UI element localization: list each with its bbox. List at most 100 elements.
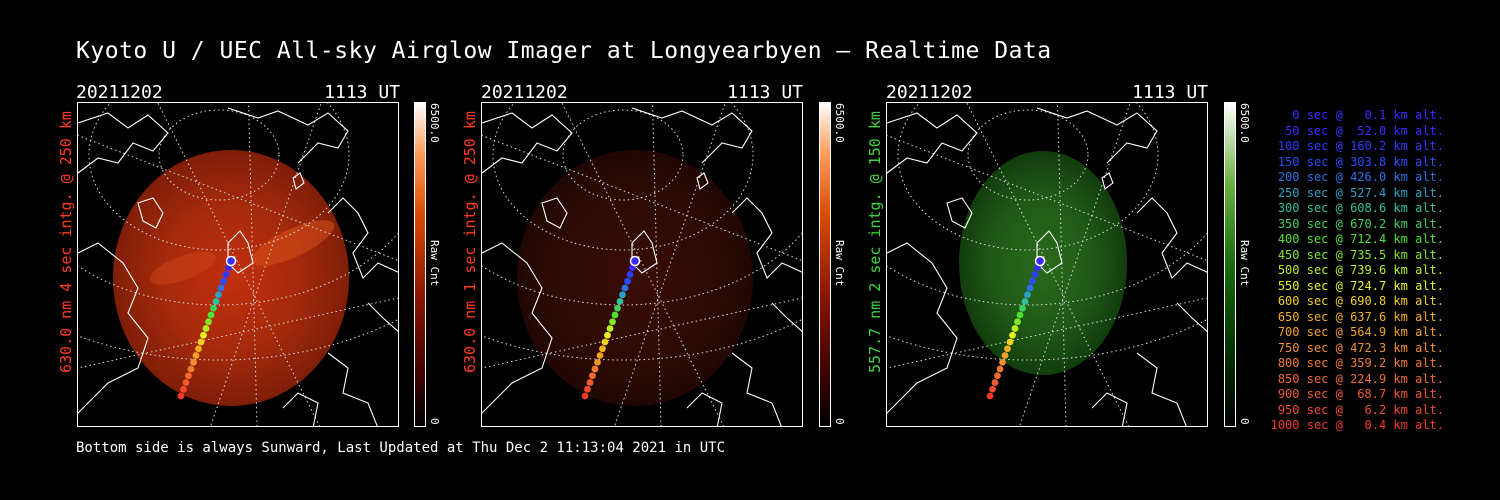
trajectory-dot bbox=[581, 392, 589, 400]
panel-date: 20211202 bbox=[886, 82, 973, 103]
trajectory-dot bbox=[220, 277, 227, 285]
allsky-map bbox=[887, 103, 1207, 426]
trajectory-dot bbox=[589, 372, 596, 380]
legend-row: 850 sec @ 224.9 km alt. bbox=[1277, 371, 1444, 386]
legend-row: 400 sec @ 712.4 km alt. bbox=[1277, 232, 1444, 246]
trajectory-dot bbox=[1029, 277, 1036, 285]
altitude-legend: 0 sec @ 0.1 km alt. 50 sec @ 52.0 km alt.… bbox=[1262, 108, 1444, 434]
trajectory-dot bbox=[215, 291, 222, 299]
trajectory-dot bbox=[177, 392, 185, 400]
trajectory-dot bbox=[1034, 255, 1046, 267]
colorbar bbox=[819, 102, 831, 427]
trajectory-dot bbox=[1026, 284, 1034, 292]
trajectory-dot bbox=[629, 255, 641, 267]
colorbar bbox=[414, 102, 426, 427]
legend-row: 1000 sec @ 0.4 km alt. bbox=[1270, 418, 1444, 432]
legend-row: 600 sec @ 690.8 km alt. bbox=[1277, 294, 1444, 308]
trajectory-dot bbox=[1011, 325, 1019, 332]
trajectory-dot bbox=[1019, 304, 1026, 312]
trajectory-dot bbox=[989, 385, 996, 393]
colorbar-max: 6500.0 bbox=[428, 103, 441, 143]
panel-wavelength-label: 630.0 nm 4 sec intg. @ 250 km bbox=[57, 111, 75, 373]
trajectory-dot bbox=[1021, 298, 1029, 305]
trajectory-dot bbox=[207, 311, 215, 319]
allsky-map bbox=[78, 103, 398, 426]
trajectory-dot bbox=[599, 345, 606, 353]
legend-row: 100 sec @ 160.2 km alt. bbox=[1277, 139, 1444, 153]
legend-row: 300 sec @ 608.6 km alt. bbox=[1277, 201, 1444, 215]
trajectory-dot bbox=[999, 358, 1006, 366]
legend-row: 950 sec @ 6.2 km alt. bbox=[1277, 402, 1444, 417]
colorbar-min: 0 bbox=[833, 418, 846, 425]
panel-date: 20211202 bbox=[76, 82, 163, 103]
trajectory-dot bbox=[1001, 352, 1009, 359]
legend-row: 750 sec @ 472.3 km alt. bbox=[1277, 340, 1444, 355]
trajectory-dot bbox=[591, 365, 599, 373]
legend-row: 250 sec @ 527.4 km alt. bbox=[1277, 185, 1444, 200]
trajectory-dot bbox=[1031, 271, 1039, 278]
legend-row: 50 sec @ 52.0 km alt. bbox=[1285, 123, 1444, 138]
trajectory-dot bbox=[994, 372, 1001, 380]
colorbar-min: 0 bbox=[428, 418, 441, 425]
trajectory-dot bbox=[197, 338, 205, 346]
panel-time: 1113 UT bbox=[1132, 82, 1208, 103]
allsky-image bbox=[886, 102, 1208, 427]
panel-time: 1113 UT bbox=[324, 82, 400, 103]
trajectory-dot bbox=[1004, 345, 1011, 353]
legend-row: 550 sec @ 724.7 km alt. bbox=[1277, 278, 1444, 293]
trajectory-dot bbox=[614, 304, 621, 312]
trajectory-dot bbox=[180, 385, 187, 393]
trajectory-dot bbox=[1016, 311, 1024, 319]
legend-row: 500 sec @ 739.6 km alt. bbox=[1277, 263, 1444, 277]
allsky-image bbox=[481, 102, 803, 427]
trajectory-dot bbox=[192, 352, 200, 359]
legend-row: 900 sec @ 68.7 km alt. bbox=[1277, 387, 1444, 401]
trajectory-dot bbox=[606, 325, 614, 332]
trajectory-dot bbox=[601, 338, 609, 346]
colorbar bbox=[1224, 102, 1236, 427]
colorbar-unit: Raw Cnt bbox=[1238, 240, 1251, 287]
trajectory-dot bbox=[986, 392, 994, 400]
legend-row: 800 sec @ 359.2 km alt. bbox=[1277, 356, 1444, 370]
legend-row: 350 sec @ 670.2 km alt. bbox=[1277, 216, 1444, 231]
trajectory-dot bbox=[187, 365, 195, 373]
trajectory-dot bbox=[1014, 318, 1021, 326]
legend-row: 150 sec @ 303.8 km alt. bbox=[1277, 154, 1444, 169]
trajectory-dot bbox=[996, 365, 1004, 373]
trajectory-dot bbox=[1024, 291, 1031, 299]
trajectory-dot bbox=[222, 271, 230, 278]
colorbar-unit: Raw Cnt bbox=[428, 240, 441, 287]
colorbar-max: 6500.0 bbox=[833, 103, 846, 143]
panel-time: 1113 UT bbox=[727, 82, 803, 103]
trajectory-dot bbox=[624, 277, 631, 285]
legend-row: 200 sec @ 426.0 km alt. bbox=[1277, 170, 1444, 184]
trajectory-dot bbox=[210, 304, 217, 312]
legend-row: 450 sec @ 735.5 km alt. bbox=[1277, 247, 1444, 262]
trajectory-dot bbox=[609, 318, 616, 326]
trajectory-dot bbox=[604, 331, 611, 339]
page-title: Kyoto U / UEC All-sky Airglow Imager at … bbox=[76, 38, 1052, 64]
footer-status: Bottom side is always Sunward, Last Upda… bbox=[76, 440, 726, 456]
trajectory-dot bbox=[594, 358, 601, 366]
trajectory-dot bbox=[212, 298, 220, 305]
trajectory-dot bbox=[225, 255, 237, 267]
panel-wavelength-label: 630.0 nm 1 sec intg. @ 250 km bbox=[461, 111, 479, 373]
panel-date: 20211202 bbox=[481, 82, 568, 103]
trajectory-dot bbox=[195, 345, 202, 353]
trajectory-dot bbox=[1006, 338, 1014, 346]
trajectory-dot bbox=[596, 352, 604, 359]
trajectory-dot bbox=[621, 284, 629, 292]
colorbar-max: 6500.0 bbox=[1238, 103, 1251, 143]
allsky-map bbox=[482, 103, 802, 426]
trajectory-dot bbox=[202, 325, 210, 332]
trajectory-dot bbox=[616, 298, 624, 305]
trajectory-dot bbox=[619, 291, 626, 299]
legend-row: 650 sec @ 637.6 km alt. bbox=[1277, 309, 1444, 324]
trajectory-dot bbox=[611, 311, 619, 319]
trajectory-dot bbox=[991, 379, 999, 386]
legend-row: 700 sec @ 564.9 km alt. bbox=[1277, 325, 1444, 339]
trajectory-dot bbox=[586, 379, 594, 386]
panel-wavelength-label: 557.7 nm 2 sec intg. @ 150 km bbox=[866, 111, 884, 373]
trajectory-dot bbox=[182, 379, 190, 386]
trajectory-dot bbox=[626, 271, 634, 278]
